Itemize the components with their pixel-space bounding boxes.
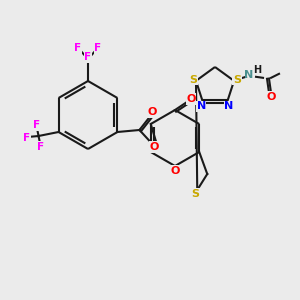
Text: F: F bbox=[74, 43, 82, 53]
Text: O: O bbox=[150, 142, 159, 152]
Text: S: S bbox=[191, 189, 199, 199]
Text: O: O bbox=[148, 107, 157, 117]
Text: H: H bbox=[253, 65, 261, 75]
Text: O: O bbox=[266, 92, 276, 102]
Text: F: F bbox=[37, 142, 44, 152]
Text: F: F bbox=[23, 133, 30, 143]
Text: S: S bbox=[189, 75, 197, 85]
Text: S: S bbox=[233, 75, 241, 85]
Text: F: F bbox=[94, 43, 102, 53]
Text: F: F bbox=[33, 120, 40, 130]
Text: N: N bbox=[196, 101, 206, 111]
Text: F: F bbox=[84, 52, 92, 62]
Text: N: N bbox=[244, 70, 253, 80]
Text: N: N bbox=[224, 101, 233, 111]
Text: O: O bbox=[186, 94, 196, 104]
Text: O: O bbox=[170, 166, 180, 176]
